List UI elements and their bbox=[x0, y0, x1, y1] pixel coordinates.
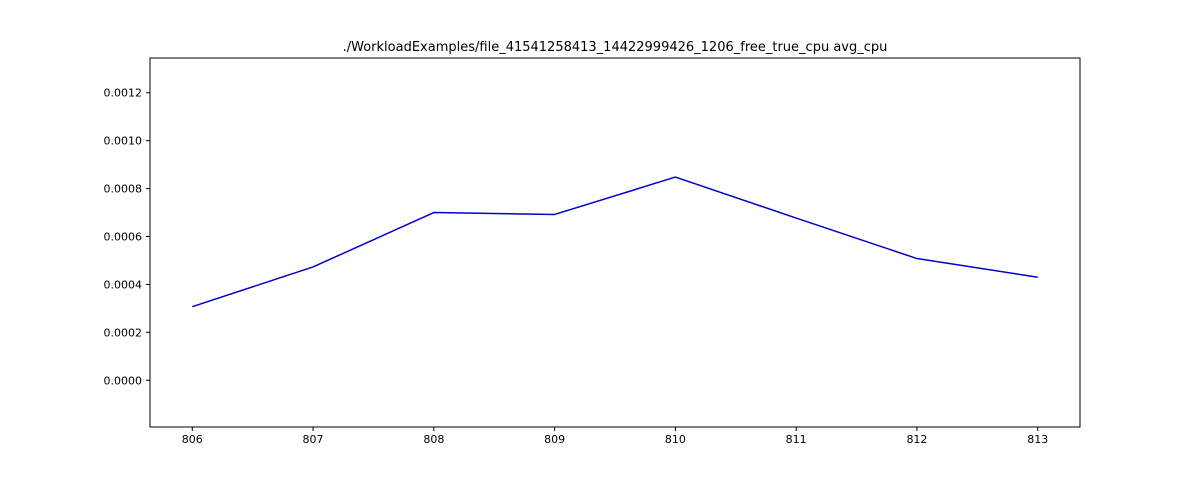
x-tick-label: 811 bbox=[786, 433, 807, 446]
x-tick-label: 812 bbox=[906, 433, 927, 446]
x-tick-label: 808 bbox=[423, 433, 444, 446]
series-line bbox=[192, 176, 1038, 308]
x-axis: 806 807 808 809 810 811 812 813 bbox=[182, 427, 1048, 446]
x-tick-label: 809 bbox=[544, 433, 565, 446]
chart-title: ./WorkloadExamples/file_41541258413_1442… bbox=[343, 40, 888, 55]
series-layer bbox=[192, 176, 1038, 308]
y-tick-label: 0.0000 bbox=[104, 374, 143, 387]
y-tick-label: 0.0010 bbox=[104, 135, 143, 148]
y-axis: 0.0000 0.0002 0.0004 0.0006 0.0008 0.0010 0.00… bbox=[104, 87, 150, 387]
x-tick-label: 813 bbox=[1027, 433, 1048, 446]
x-tick-label: 807 bbox=[303, 433, 324, 446]
plot-area-frame bbox=[149, 57, 1081, 428]
y-tick-label: 0.0006 bbox=[104, 231, 143, 244]
y-tick-label: 0.0002 bbox=[104, 326, 143, 339]
y-tick-label: 0.0008 bbox=[104, 183, 143, 196]
x-tick-label: 806 bbox=[182, 433, 203, 446]
y-tick-label: 0.0004 bbox=[104, 278, 143, 291]
y-tick-label: 0.0012 bbox=[104, 87, 143, 100]
x-tick-label: 810 bbox=[665, 433, 686, 446]
